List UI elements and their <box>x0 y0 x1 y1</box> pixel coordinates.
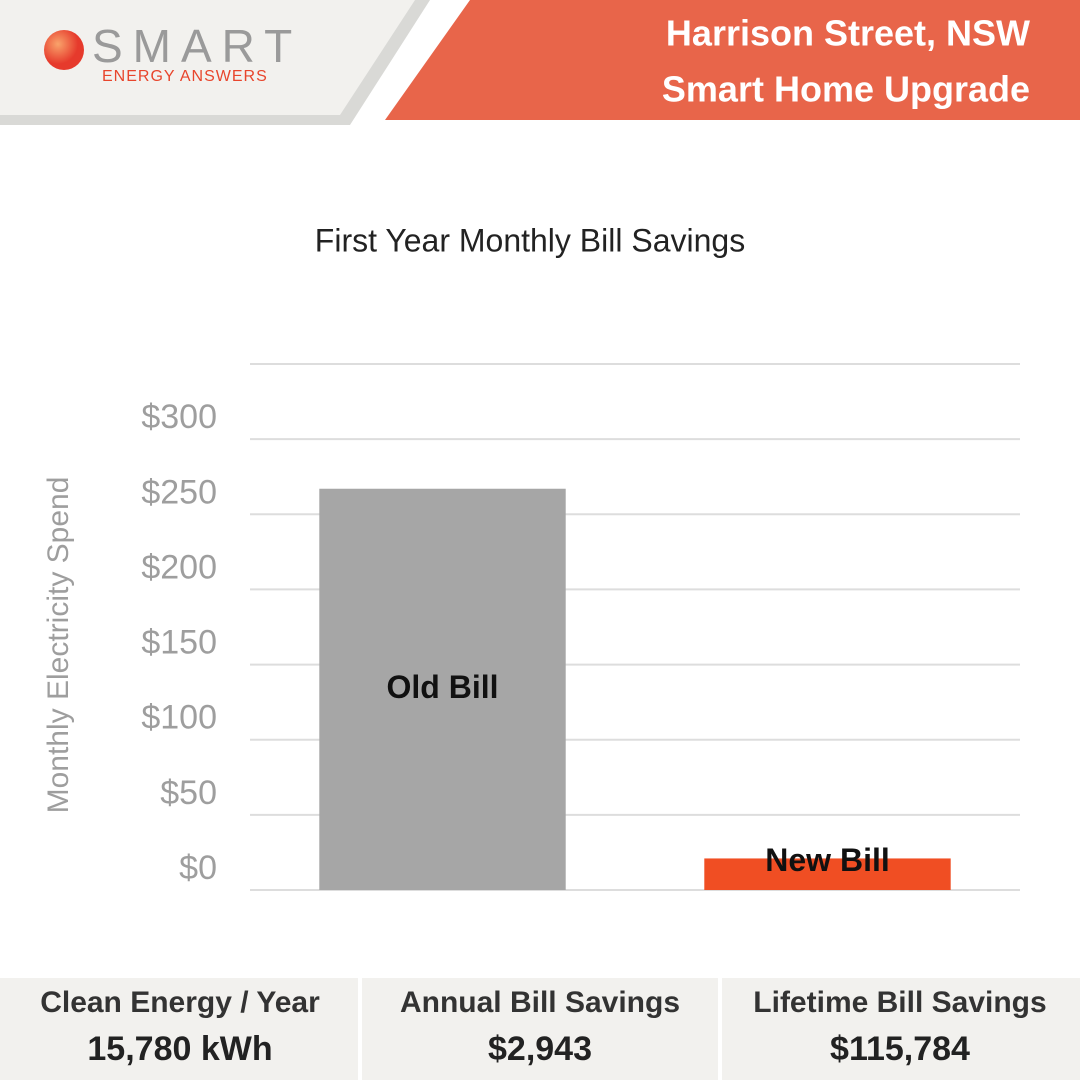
y-tick-label: $300 <box>141 398 217 436</box>
stat-label: Clean Energy / Year <box>40 986 320 1019</box>
logo-tagline: ENERGY ANSWERS <box>102 68 268 85</box>
logo-orb <box>44 30 84 70</box>
header-title: Harrison Street, NSW <box>666 13 1030 54</box>
stat-value: $115,784 <box>830 1030 970 1068</box>
logo-text: SMART <box>92 20 302 72</box>
stat-label: Annual Bill Savings <box>400 986 680 1019</box>
y-tick-label: $250 <box>141 473 217 511</box>
stats-band <box>0 978 1080 1080</box>
stat-label: Lifetime Bill Savings <box>753 986 1046 1019</box>
y-tick-label: $0 <box>179 849 217 887</box>
y-axis-label: Monthly Electricity Spend <box>42 477 75 814</box>
header-title: Smart Home Upgrade <box>662 69 1030 110</box>
stat-value: 15,780 kWh <box>87 1030 272 1068</box>
bar <box>704 858 951 890</box>
chart-title: First Year Monthly Bill Savings <box>315 222 745 258</box>
stat-value: $2,943 <box>488 1030 592 1068</box>
plot: $0 $50 $100 $150 $200 $250 $300 Old Bill New Bil… <box>141 363 1020 891</box>
y-tick-label: $150 <box>141 624 217 662</box>
header-left-panel <box>0 0 415 115</box>
bar-label: Old Bill <box>387 669 499 705</box>
header-right-panel <box>385 0 1080 120</box>
y-tick-label: $50 <box>160 774 217 812</box>
bar <box>319 488 566 890</box>
bar-label: New Bill <box>765 842 889 878</box>
y-tick-label: $100 <box>141 699 217 737</box>
y-tick-label: $200 <box>141 548 217 586</box>
